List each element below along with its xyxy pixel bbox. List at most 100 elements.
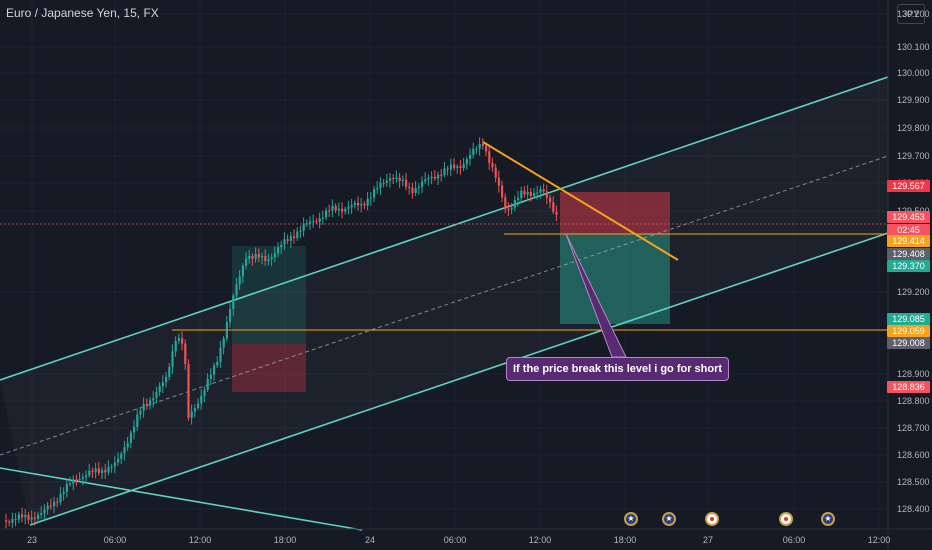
candle-body [382,182,385,184]
candle-body [225,322,228,339]
candle-body [478,143,481,149]
candle-body [369,197,372,199]
candle-body [190,411,193,418]
long-stop-zone[interactable] [232,344,306,392]
candle-body [261,256,264,258]
candle-body [440,174,443,176]
candle-body [161,382,164,387]
candle-body [325,210,328,218]
candle-body [385,180,388,183]
candle-body [8,521,11,523]
candle-body [120,453,123,459]
candle-body [494,167,497,178]
candle-body [30,517,33,520]
candle-body [289,236,292,241]
price-tick-label: 129.700 [897,151,930,161]
candle-body [206,378,209,390]
candle-body [229,308,232,323]
candle-body [40,513,43,516]
price-tag: 129.059 [887,325,930,337]
candle-body [430,176,433,179]
candle-body [213,365,216,375]
candle-body [222,338,225,348]
candle-body [283,239,286,245]
candle-body [411,187,414,194]
descending-line[interactable] [0,467,363,531]
candle-body [107,466,110,473]
channel-lower-line[interactable] [29,232,889,526]
currency-label[interactable]: JPY [897,4,925,24]
candle-body [46,505,49,510]
candle-body [88,470,91,476]
candle-body [69,483,72,485]
candle-body [65,483,68,492]
time-tick-label: 12:00 [188,535,212,545]
time-tick-label: 06:00 [103,535,127,545]
candle-body [360,203,363,206]
candle-body [5,520,8,522]
jp-event-icon-2[interactable] [779,512,793,526]
candle-body [187,364,190,418]
candle-body [414,188,417,194]
candle-body [347,207,350,209]
price-tick-label: 129.800 [897,123,930,133]
short-target-zone[interactable] [560,234,670,324]
candle-body [491,163,494,168]
candle-body [33,517,36,519]
eu-event-icon-2[interactable]: ★ [662,512,676,526]
price-tag: 129.567 [887,180,930,192]
price-tag: 02:45 [887,224,930,236]
candle-body [94,468,97,472]
candle-body [165,376,168,383]
time-tick-label: 27 [702,535,714,545]
candle-body [305,223,308,225]
candle-body [555,211,558,215]
candle-body [78,479,81,481]
candle-body [398,177,401,181]
candle-body [203,389,206,396]
candle-body [488,151,491,164]
price-tag: 129.370 [887,260,930,272]
candle-body [523,190,526,195]
candle-body [427,178,430,180]
candle-body [91,470,94,472]
time-tick-label: 12:00 [867,535,891,545]
candle-body [270,257,273,260]
channel-upper-line[interactable] [0,76,889,381]
candle-body [443,168,446,176]
jp-event-icon-1[interactable] [705,512,719,526]
price-tick-label: 128.800 [897,396,930,406]
candle-body [510,207,513,210]
time-tick-label: 06:00 [443,535,467,545]
candle-body [405,179,408,187]
candle-body [539,189,542,193]
candle-body [155,392,158,399]
channel-mid-line[interactable] [0,155,889,456]
eu-event-icon-3[interactable]: ★ [821,512,835,526]
candle-body [37,515,40,519]
candle-body [171,351,174,367]
candle-body [542,189,545,192]
channel-fill [0,77,888,525]
candle-body [264,256,267,262]
candle-body [302,224,305,231]
price-tag: 128.836 [887,381,930,393]
price-tag: 129.085 [887,313,930,325]
long-target-zone[interactable] [232,246,306,344]
symbol-title[interactable]: Euro / Japanese Yen, 15, FX [6,6,159,20]
candle-body [85,475,88,478]
price-tick-label: 128.400 [897,504,930,514]
candle-body [117,458,120,463]
orange-trendline[interactable] [482,141,679,261]
candle-body [504,197,507,210]
candle-body [472,148,475,155]
candle-body [245,258,248,266]
eu-event-icon-1[interactable]: ★ [624,512,638,526]
candle-body [363,203,366,206]
candle-body [27,514,30,520]
time-tick-label: 24 [364,535,376,545]
candle-body [456,166,459,168]
annotation-callout[interactable]: If the price break this level i go for s… [506,357,730,381]
candle-body [552,202,555,212]
